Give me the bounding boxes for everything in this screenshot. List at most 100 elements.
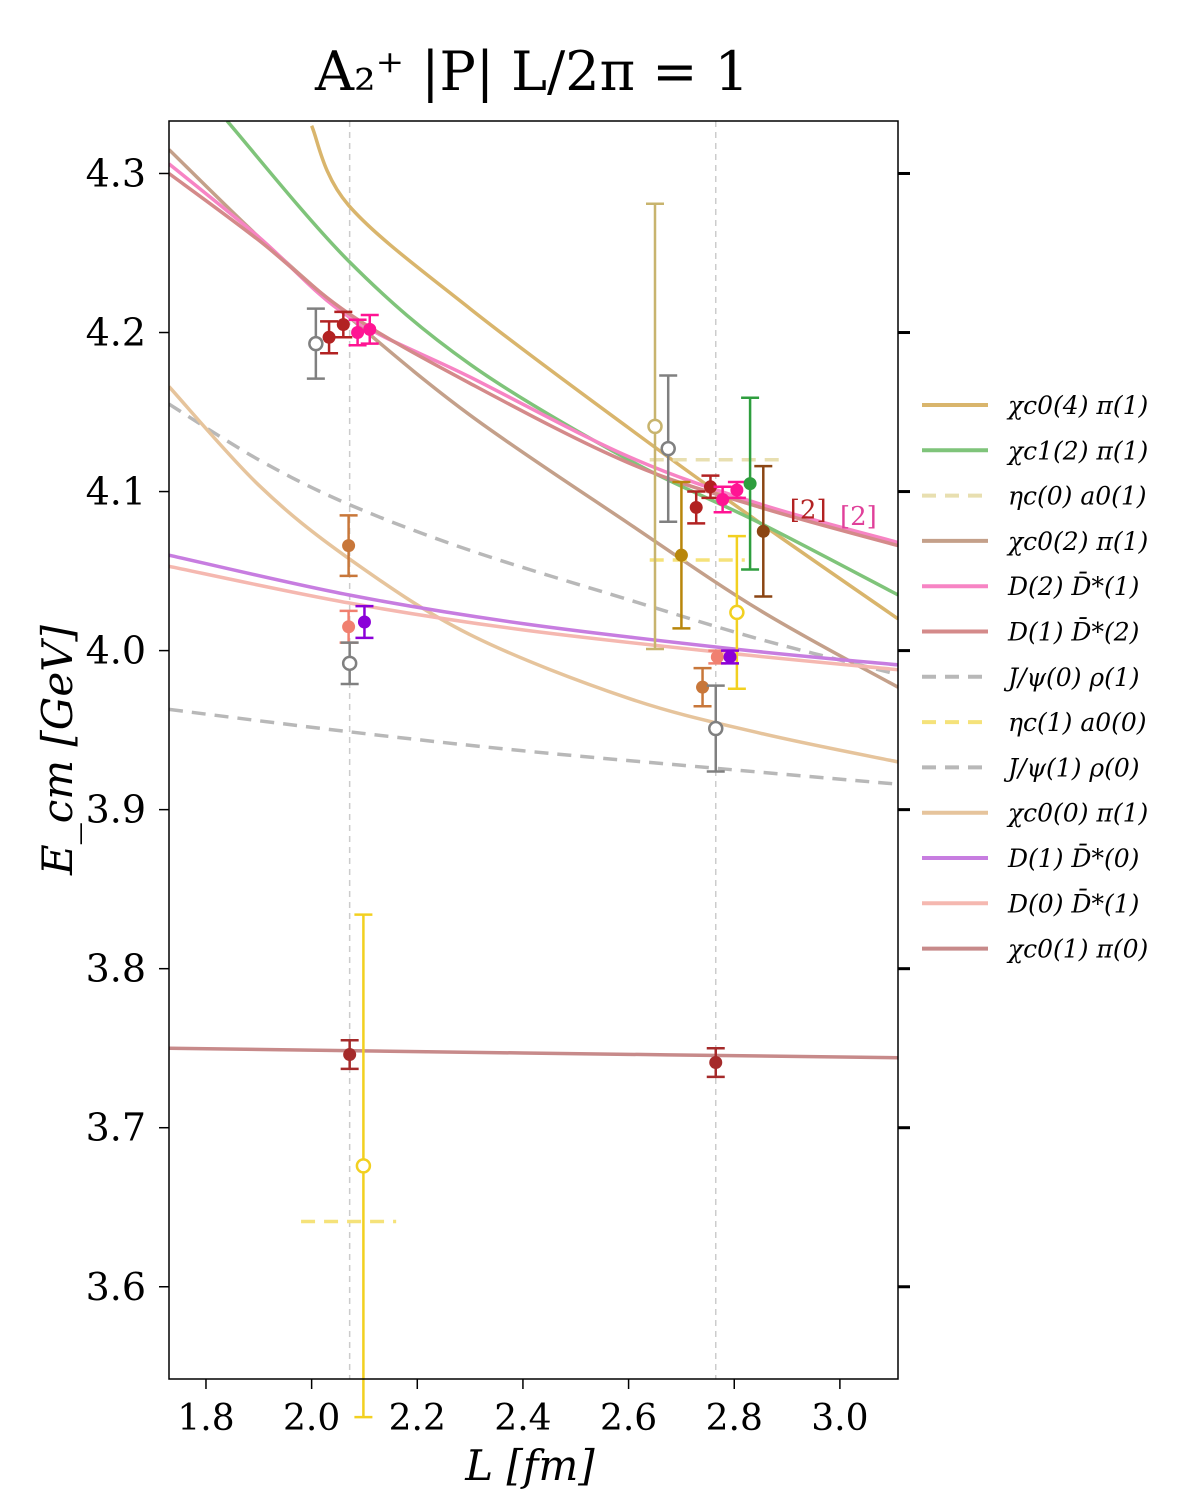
- marker-filled: [674, 548, 688, 562]
- data-point: [340, 641, 359, 686]
- marker-filled: [716, 493, 730, 507]
- legend-entry: D(1) D̄*(0): [922, 844, 1139, 873]
- x-tick-label: 1.8: [177, 1398, 234, 1439]
- marker-filled: [723, 650, 737, 664]
- marker-filled: [710, 650, 724, 664]
- marker-open: [355, 1158, 372, 1174]
- marker-open: [308, 335, 324, 352]
- legend-entry: ηc(1) a0(0): [922, 708, 1147, 737]
- data-point: [348, 318, 367, 347]
- marker-filled: [342, 539, 356, 553]
- x-tick-label: 2.0: [283, 1398, 340, 1439]
- data-point: [659, 374, 678, 524]
- legend-entry: D(1) D̄*(2): [922, 618, 1139, 647]
- x-tick-label: 2.4: [494, 1398, 551, 1439]
- legend-label: J/ψ(1) ρ(0): [1003, 753, 1140, 782]
- marker-filled: [336, 318, 350, 332]
- marker-filled: [342, 620, 356, 634]
- data-point: [693, 666, 712, 708]
- marker-open: [341, 655, 358, 672]
- marker-filled: [709, 1056, 723, 1070]
- y-tick-label: 3.9: [86, 788, 146, 832]
- legend-label: ηc(1) a0(0): [1008, 708, 1147, 737]
- legend-label: ηc(0) a0(1): [1008, 482, 1147, 511]
- legend-label: χc1(2) π(1): [1006, 436, 1148, 465]
- curve-series: [225, 121, 898, 597]
- data-point: [355, 604, 374, 640]
- annotation-label: [2]: [840, 502, 877, 532]
- legend-label: χc0(2) π(1): [1006, 527, 1148, 556]
- data-point: [721, 649, 740, 665]
- curve-series: [169, 402, 898, 677]
- legend-entry: χc0(1) π(0): [922, 935, 1148, 964]
- y-tick-label: 3.8: [86, 947, 146, 991]
- data-point: [306, 307, 325, 380]
- marker-filled: [357, 615, 371, 629]
- marker-open: [660, 440, 676, 457]
- data-point: [672, 480, 691, 630]
- data-point: [339, 609, 358, 644]
- legend-label: J/ψ(0) ρ(1): [1003, 663, 1140, 692]
- marker-open: [647, 418, 663, 435]
- marker-filled: [730, 483, 744, 497]
- marker-filled: [756, 524, 770, 538]
- x-tick-label: 2.8: [706, 1398, 763, 1439]
- y-tick-label: 3.7: [86, 1106, 146, 1150]
- legend-entry: χc0(0) π(1): [922, 799, 1148, 828]
- x-tick-label: 2.2: [389, 1398, 446, 1439]
- marker-filled: [351, 326, 365, 340]
- x-tick-label: 3.0: [811, 1398, 868, 1439]
- data-point: [754, 464, 773, 598]
- data-point: [360, 313, 379, 345]
- legend-entry: χc0(2) π(1): [922, 527, 1148, 556]
- x-axis-label: L [fm]: [464, 1441, 595, 1490]
- curve-series: [169, 564, 898, 672]
- marker-filled: [689, 500, 703, 514]
- data-point: [354, 913, 373, 1419]
- legend-label: χc0(1) π(0): [1006, 935, 1148, 964]
- data-point: [741, 396, 760, 571]
- marker-open: [729, 604, 745, 621]
- marker-filled: [363, 322, 377, 336]
- data-point: [713, 485, 732, 514]
- y-tick-label: 4.0: [86, 629, 146, 673]
- data-point: [320, 320, 339, 355]
- y-tick-label: 4.3: [86, 151, 146, 195]
- legend-entry: J/ψ(0) ρ(1): [922, 663, 1140, 692]
- legend-label: D(0) D̄*(1): [1007, 889, 1139, 918]
- legend-entry: D(0) D̄*(1): [922, 889, 1139, 918]
- legend-label: D(1) D̄*(2): [1007, 618, 1139, 647]
- legend-entry: ηc(0) a0(1): [922, 482, 1147, 511]
- x-tick-label: 2.6: [600, 1398, 657, 1439]
- marker-filled: [696, 680, 710, 694]
- data-point: [646, 202, 664, 651]
- chart-title: A₂⁺ |P| L/2π = 1: [314, 40, 749, 103]
- legend-entry: J/ψ(1) ρ(0): [922, 753, 1140, 782]
- y-tick-label: 4.1: [86, 470, 146, 514]
- data-point: [687, 490, 706, 525]
- legend-label: χc0(0) π(1): [1006, 799, 1148, 828]
- legend-label: D(2) D̄*(1): [1007, 572, 1139, 601]
- y-tick-label: 4.2: [86, 311, 146, 355]
- marker-filled: [322, 330, 336, 344]
- curve-series: [169, 553, 898, 667]
- legend-label: D(1) D̄*(0): [1007, 844, 1139, 873]
- curve-series: [169, 162, 898, 545]
- annotation-label: [2]: [790, 496, 827, 526]
- legend-label: χc0(4) π(1): [1006, 391, 1148, 420]
- y-axis-label: E_cm [GeV]: [33, 624, 82, 875]
- curve-series: [169, 1046, 898, 1060]
- y-tick-label: 3.6: [86, 1265, 146, 1309]
- marker-filled: [743, 477, 757, 491]
- marker-filled: [703, 480, 717, 494]
- marker-open: [708, 720, 724, 737]
- data-point: [727, 480, 746, 500]
- legend-entry: χc0(4) π(1): [922, 391, 1148, 420]
- curve-series: [169, 385, 898, 764]
- curve-series: [169, 172, 898, 548]
- data-point: [340, 1038, 359, 1071]
- data-point: [339, 514, 358, 578]
- curve-series: [309, 125, 898, 621]
- legend-entry: D(2) D̄*(1): [922, 572, 1139, 601]
- plot-frame: [168, 120, 899, 1380]
